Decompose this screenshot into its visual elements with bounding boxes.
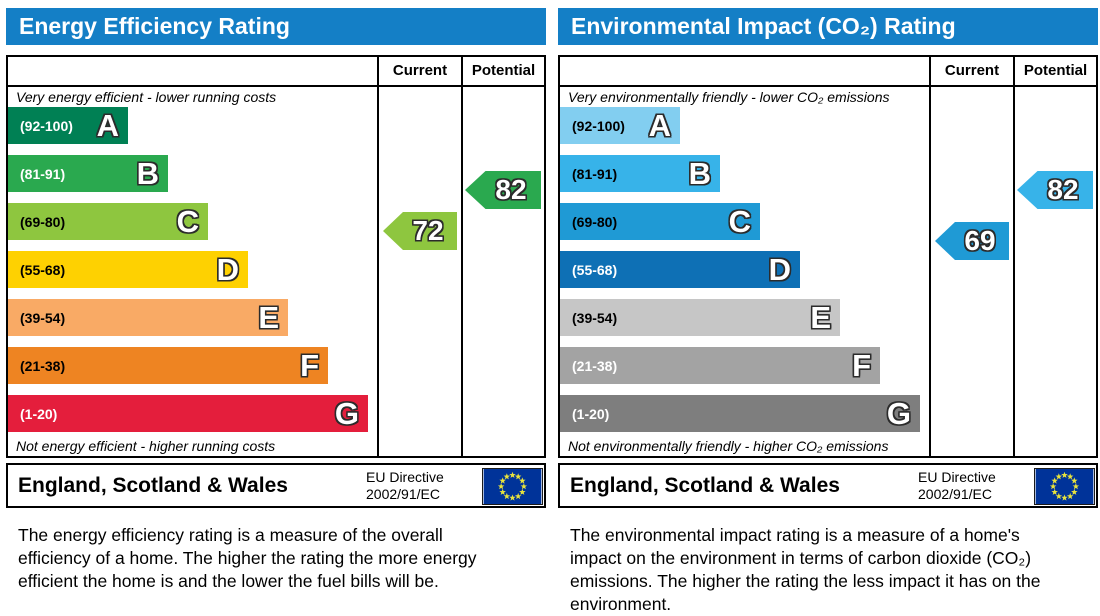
band-D: (55-68) D [8, 251, 248, 288]
band-range: (21-38) [572, 357, 618, 374]
current-rating-arrow: 72 [383, 212, 457, 250]
header-divider [560, 85, 1096, 87]
footer-box: England, Scotland & Wales EU Directive 2… [558, 463, 1098, 508]
potential-column-header: Potential [471, 62, 536, 79]
band-letter: F [300, 347, 319, 383]
band-letter: C [176, 203, 199, 239]
column-divider [377, 57, 379, 456]
band-range: (55-68) [20, 261, 66, 278]
band-letter: E [810, 299, 831, 335]
band-range: (55-68) [572, 261, 618, 278]
band-range: (92-100) [20, 117, 73, 134]
band-letter: G [886, 395, 911, 431]
current-column-header: Current [392, 62, 448, 79]
potential-rating-value: 82 [495, 174, 527, 205]
band-letter: B [688, 155, 711, 191]
band-A: (92-100) A [560, 107, 680, 144]
band-C: (69-80) C [8, 203, 208, 240]
band-letter: C [728, 203, 751, 239]
panel-title: Environmental Impact (CO₂) Rating [571, 13, 956, 39]
current-rating-arrow: 69 [935, 222, 1009, 260]
current-rating-value: 69 [964, 225, 996, 256]
current-rating-value: 72 [412, 215, 444, 246]
band-range: (1-20) [20, 405, 58, 422]
eu-directive-label: EU Directive 2002/91/EC [366, 469, 444, 502]
band-range: (69-80) [572, 213, 618, 230]
band-G: (1-20) G [8, 395, 368, 432]
energy-title-bar: Energy Efficiency Rating [6, 8, 546, 45]
potential-rating-arrow: 82 [1017, 171, 1093, 209]
environmental-description: The environmental impact rating is a mea… [570, 525, 1041, 614]
band-G: (1-20) G [560, 395, 920, 432]
eu-directive-label: EU Directive 2002/91/EC [918, 469, 996, 502]
band-range: (69-80) [20, 213, 66, 230]
energy-efficiency-panel: Energy Efficiency Rating Current Potenti… [6, 8, 546, 612]
band-range: (39-54) [20, 309, 66, 326]
potential-column-header: Potential [1023, 62, 1088, 79]
band-B: (81-91) B [8, 155, 168, 192]
energy-description: The energy efficiency rating is a measur… [18, 525, 477, 591]
band-A: (92-100) A [8, 107, 128, 144]
potential-rating-arrow: 82 [465, 171, 541, 209]
column-divider [461, 57, 463, 456]
band-letter: D [216, 251, 239, 287]
band-letter: A [648, 107, 671, 143]
potential-rating-value: 82 [1047, 174, 1079, 205]
footer-box: England, Scotland & Wales EU Directive 2… [6, 463, 546, 508]
band-range: (81-91) [20, 165, 66, 182]
environmental-rating-table: Current Potential Very environmentally f… [558, 55, 1098, 458]
bottom-note: Not environmentally friendly - higher CO… [568, 438, 889, 454]
panel-title: Energy Efficiency Rating [19, 13, 290, 39]
band-letter: A [96, 107, 119, 143]
region-label: England, Scotland & Wales [18, 474, 288, 497]
top-note: Very energy efficient - lower running co… [16, 89, 277, 105]
environmental-impact-panel: Environmental Impact (CO₂) Rating Curren… [558, 8, 1098, 614]
band-letter: B [136, 155, 159, 191]
top-note: Very environmentally friendly - lower CO… [568, 89, 890, 105]
band-D: (55-68) D [560, 251, 800, 288]
energy-rating-table: Current Potential Very energy efficient … [6, 55, 546, 458]
band-letter: G [334, 395, 359, 431]
band-range: (92-100) [572, 117, 625, 134]
column-divider [929, 57, 931, 456]
band-B: (81-91) B [560, 155, 720, 192]
region-label: England, Scotland & Wales [570, 474, 840, 497]
band-F: (21-38) F [8, 347, 328, 384]
band-C: (69-80) C [560, 203, 760, 240]
band-E: (39-54) E [560, 299, 840, 336]
environmental-title-bar: Environmental Impact (CO₂) Rating [558, 8, 1098, 45]
band-range: (1-20) [572, 405, 610, 422]
eu-flag-icon [482, 468, 543, 505]
current-column-header: Current [944, 62, 1000, 79]
band-range: (21-38) [20, 357, 66, 374]
band-range: (39-54) [572, 309, 618, 326]
header-divider [8, 85, 544, 87]
band-letter: F [852, 347, 871, 383]
band-letter: E [258, 299, 279, 335]
band-F: (21-38) F [560, 347, 880, 384]
band-letter: D [768, 251, 791, 287]
column-divider [1013, 57, 1015, 456]
band-E: (39-54) E [8, 299, 288, 336]
eu-flag-icon [1034, 468, 1095, 505]
band-range: (81-91) [572, 165, 618, 182]
bottom-note: Not energy efficient - higher running co… [16, 438, 276, 454]
